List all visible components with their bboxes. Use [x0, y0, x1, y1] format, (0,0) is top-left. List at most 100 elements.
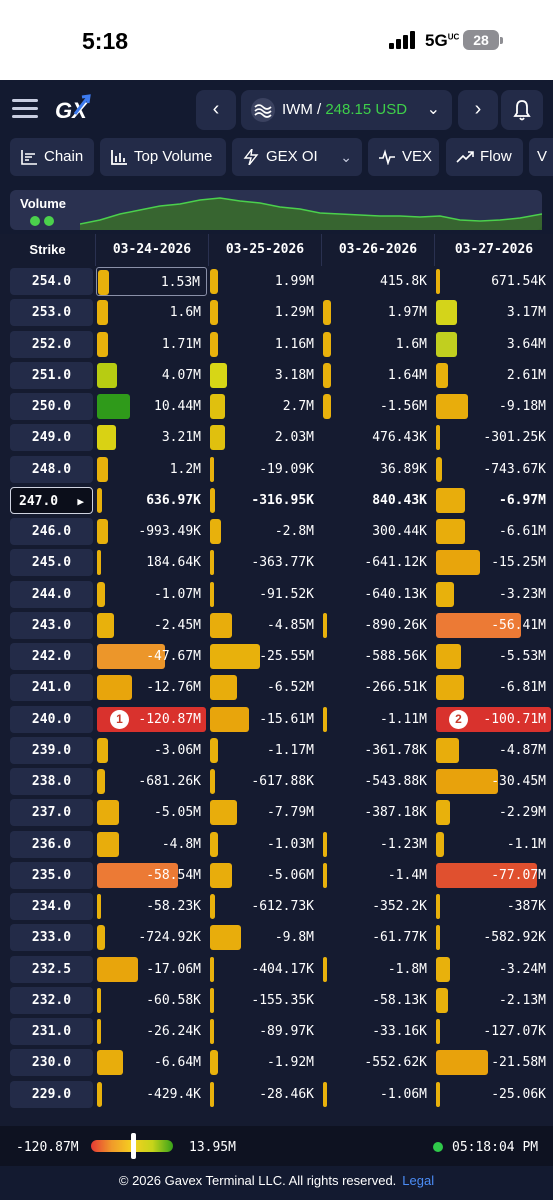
- gex-cell[interactable]: -33.16K: [322, 1017, 433, 1046]
- strike-label[interactable]: 245.0: [10, 549, 93, 577]
- strike-label[interactable]: 233.0: [10, 924, 93, 952]
- gex-cell[interactable]: -19.09K: [209, 455, 320, 484]
- gex-cell[interactable]: -3.24M: [435, 955, 552, 984]
- gex-cell[interactable]: -387.18K: [322, 798, 433, 827]
- gex-cell[interactable]: -47.67M: [96, 642, 207, 671]
- gex-cell[interactable]: -724.92K: [96, 923, 207, 952]
- strike-label[interactable]: 235.0: [10, 861, 93, 889]
- gex-cell[interactable]: -301.25K: [435, 423, 552, 452]
- gex-cell[interactable]: 1.2M: [96, 455, 207, 484]
- gex-cell[interactable]: -15.61M: [209, 705, 320, 734]
- gex-cell[interactable]: -28.46K: [209, 1080, 320, 1109]
- chain-tab[interactable]: Chain: [10, 138, 94, 176]
- gex-oi-dropdown[interactable]: GEX OI ⌄: [232, 138, 362, 176]
- notifications-button[interactable]: [501, 90, 543, 130]
- gex-cell[interactable]: -25.55M: [209, 642, 320, 671]
- gex-cell[interactable]: 1.6M: [96, 298, 207, 327]
- strike-label[interactable]: 236.0: [10, 830, 93, 858]
- gex-cell[interactable]: -5.06M: [209, 861, 320, 890]
- gex-cell[interactable]: 3.64M: [435, 330, 552, 359]
- gex-cell[interactable]: 2.03M: [209, 423, 320, 452]
- strike-label[interactable]: 239.0: [10, 736, 93, 764]
- strike-label[interactable]: 229.0: [10, 1080, 93, 1108]
- gex-cell[interactable]: -12.76M: [96, 673, 207, 702]
- gex-cell[interactable]: 1.53M: [96, 267, 207, 296]
- gex-cell[interactable]: -6.97M: [435, 486, 552, 515]
- gex-cell[interactable]: 1.6M: [322, 330, 433, 359]
- gex-cell[interactable]: -58.13K: [322, 986, 433, 1015]
- legend-slider[interactable]: [131, 1133, 136, 1159]
- gex-cell[interactable]: 3.21M: [96, 423, 207, 452]
- gex-cell[interactable]: 2 -100.71M: [435, 705, 552, 734]
- flow-tab[interactable]: Flow: [446, 138, 523, 176]
- gex-cell[interactable]: -9.18M: [435, 392, 552, 421]
- gex-cell[interactable]: -17.06M: [96, 955, 207, 984]
- gex-cell[interactable]: -1.11M: [322, 705, 433, 734]
- gex-cell[interactable]: -641.12K: [322, 548, 433, 577]
- legal-link[interactable]: Legal: [402, 1173, 435, 1188]
- strike-label[interactable]: 243.0: [10, 611, 93, 639]
- gex-cell[interactable]: -6.61M: [435, 517, 552, 546]
- gex-cell[interactable]: 300.44K: [322, 517, 433, 546]
- gex-cell[interactable]: -617.88K: [209, 767, 320, 796]
- gex-cell[interactable]: -3.23M: [435, 580, 552, 609]
- gex-cell[interactable]: -612.73K: [209, 892, 320, 921]
- gex-cell[interactable]: -61.77K: [322, 923, 433, 952]
- gex-cell[interactable]: 1.99M: [209, 267, 320, 296]
- gex-cell[interactable]: -5.53M: [435, 642, 552, 671]
- gex-cell[interactable]: -543.88K: [322, 767, 433, 796]
- gex-cell[interactable]: -30.45M: [435, 767, 552, 796]
- gex-cell[interactable]: 3.18M: [209, 361, 320, 390]
- strike-label[interactable]: 252.0: [10, 330, 93, 358]
- gex-cell[interactable]: -266.51K: [322, 673, 433, 702]
- strike-label[interactable]: 244.0: [10, 580, 93, 608]
- strike-label[interactable]: 230.0: [10, 1049, 93, 1077]
- next-ticker-button[interactable]: ›: [458, 90, 498, 130]
- strike-label[interactable]: 232.5: [10, 955, 93, 983]
- gex-cell[interactable]: 415.8K: [322, 267, 433, 296]
- gex-cell[interactable]: 1.71M: [96, 330, 207, 359]
- strike-label[interactable]: 253.0: [10, 299, 93, 327]
- gex-cell[interactable]: -4.87M: [435, 736, 552, 765]
- strike-label[interactable]: 250.0: [10, 393, 93, 420]
- gex-cell[interactable]: 1.97M: [322, 298, 433, 327]
- gex-cell[interactable]: -91.52K: [209, 580, 320, 609]
- gex-cell[interactable]: 3.17M: [435, 298, 552, 327]
- gex-cell[interactable]: -681.26K: [96, 767, 207, 796]
- gex-cell[interactable]: -352.2K: [322, 892, 433, 921]
- strike-label[interactable]: 248.0: [10, 455, 93, 483]
- strike-label[interactable]: 254.0: [10, 268, 93, 295]
- gex-cell[interactable]: -2.45M: [96, 611, 207, 640]
- gex-cell[interactable]: -588.56K: [322, 642, 433, 671]
- gex-cell[interactable]: -1.23M: [322, 830, 433, 859]
- gex-cell[interactable]: -316.95K: [209, 486, 320, 515]
- gex-cell[interactable]: 1.64M: [322, 361, 433, 390]
- spot-strike-label[interactable]: 247.0 ▶: [10, 486, 93, 514]
- gex-cell[interactable]: 10.44M: [96, 392, 207, 421]
- gex-cell[interactable]: -1.4M: [322, 861, 433, 890]
- volume-panel[interactable]: Volume: [10, 190, 542, 230]
- gex-cell[interactable]: -404.17K: [209, 955, 320, 984]
- strike-label[interactable]: 241.0: [10, 674, 93, 702]
- strike-label[interactable]: 231.0: [10, 1018, 93, 1045]
- gex-cell[interactable]: 840.43K: [322, 486, 433, 515]
- gex-cell[interactable]: 1 -120.87M: [96, 705, 207, 734]
- top-volume-tab[interactable]: Top Volume: [100, 138, 226, 176]
- gex-cell[interactable]: -89.97K: [209, 1017, 320, 1046]
- gex-cell[interactable]: -890.26K: [322, 611, 433, 640]
- gex-cell[interactable]: -2.29M: [435, 798, 552, 827]
- gex-cell[interactable]: -7.79M: [209, 798, 320, 827]
- gex-cell[interactable]: -6.64M: [96, 1048, 207, 1077]
- gex-cell[interactable]: -6.81M: [435, 673, 552, 702]
- date-header[interactable]: 03-25-2026: [208, 234, 321, 266]
- vex-tab[interactable]: VEX: [368, 138, 439, 176]
- gex-cell[interactable]: 2.61M: [435, 361, 552, 390]
- gex-cell[interactable]: -1.07M: [96, 580, 207, 609]
- gex-cell[interactable]: -1.8M: [322, 955, 433, 984]
- gex-cell[interactable]: -1.17M: [209, 736, 320, 765]
- gex-cell[interactable]: -56.41M: [435, 611, 552, 640]
- strike-label[interactable]: 237.0: [10, 799, 93, 827]
- gex-cell[interactable]: -582.92K: [435, 923, 552, 952]
- date-header[interactable]: 03-24-2026: [95, 234, 208, 266]
- strike-label[interactable]: 246.0: [10, 518, 93, 545]
